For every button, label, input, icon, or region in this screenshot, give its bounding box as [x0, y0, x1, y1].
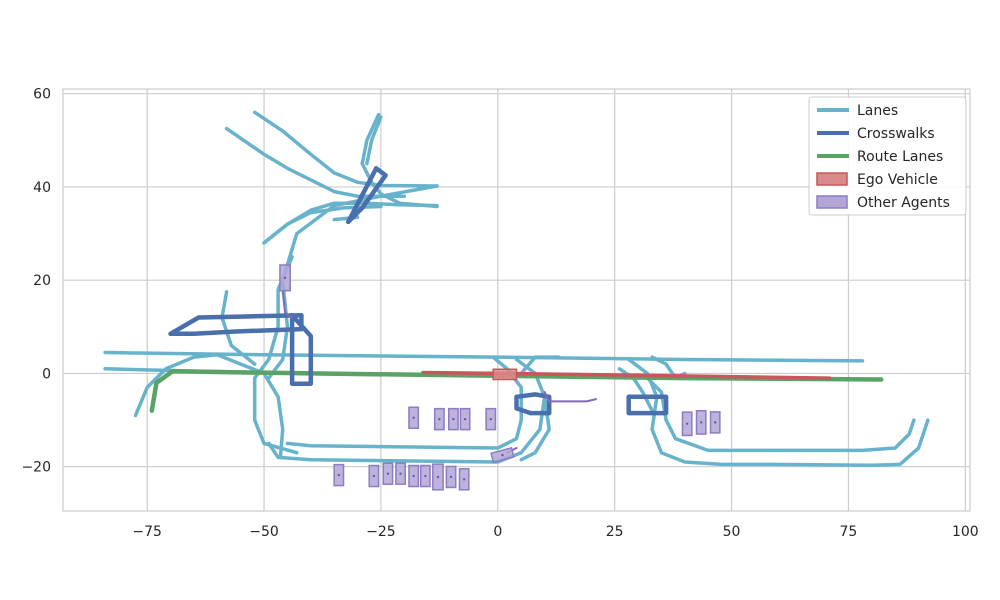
other-agent: [368, 464, 380, 488]
lane-line: [133, 353, 285, 460]
legend-label: Route Lanes: [857, 149, 943, 165]
agent-trajectory: [543, 391, 597, 403]
y-tick-label: 40: [33, 180, 51, 196]
other-agent-heading-dot: [489, 417, 492, 421]
other-agent-heading-dot: [412, 416, 415, 419]
other-agent: [433, 407, 445, 431]
ego-trajectory: [421, 370, 832, 380]
other-agent-heading-dot: [337, 473, 341, 477]
other-agent: [395, 462, 406, 485]
legend-swatch-patch: [816, 195, 848, 209]
x-tick-label: 75: [840, 524, 858, 540]
y-tick-labels: −20 0 20 40 60: [21, 87, 51, 476]
other-agent-heading-dot: [699, 421, 703, 424]
lane-line: [266, 357, 547, 464]
lane-line: [626, 357, 930, 468]
x-tick-label: −75: [132, 524, 162, 540]
other-agent-heading-dot: [462, 478, 466, 481]
other-agent-heading-dot: [399, 472, 402, 475]
legend: Lanes Crosswalks Route Lanes Ego Vehicle Oth…: [808, 96, 967, 216]
y-tick-label: 20: [33, 273, 51, 289]
other-agent-heading-dot: [449, 475, 453, 479]
crosswalk-polygon: [345, 166, 388, 225]
other-agent: [695, 409, 707, 435]
y-tick-label: −20: [21, 460, 51, 476]
route-lane-line: [149, 368, 884, 413]
other-agent: [447, 407, 459, 431]
other-agent-heading-dot: [501, 453, 504, 457]
y-tick-label: 60: [33, 87, 51, 103]
legend-label: Lanes: [857, 103, 898, 119]
other-agent-heading-dot: [412, 474, 415, 478]
lane-line: [252, 255, 299, 455]
crosswalk-polygon: [514, 392, 552, 416]
other-agent-heading-dot: [283, 276, 287, 280]
x-tick-label: −50: [249, 524, 279, 540]
crosswalk-polygon: [626, 394, 669, 416]
legend-label: Other Agents: [857, 195, 950, 211]
other-agent: [709, 411, 721, 434]
x-tick-label: −25: [366, 524, 396, 540]
legend-box: [808, 96, 967, 216]
other-agent-heading-dot: [386, 472, 390, 475]
crosswalks-layer: [168, 166, 669, 416]
other-agent-heading-dot: [452, 417, 455, 421]
legend-label: Ego Vehicle: [857, 172, 938, 188]
other-agent: [432, 463, 444, 491]
other-agent-heading-dot: [424, 474, 427, 478]
lane-line: [519, 355, 561, 376]
x-tick-label: 0: [493, 524, 502, 540]
other-agent: [459, 407, 471, 431]
other-agent: [458, 468, 470, 491]
other-agent-heading-dot: [713, 421, 717, 424]
ego-vehicle-box: [492, 368, 518, 381]
other-agent: [333, 463, 345, 487]
lane-line: [224, 126, 407, 198]
y-tick-label: 0: [42, 366, 51, 382]
other-agent-heading-dot: [372, 474, 376, 478]
other-agent: [419, 464, 431, 488]
other-agents-layer: [279, 264, 721, 491]
x-tick-label: 25: [606, 524, 624, 540]
plot-frame: [62, 88, 971, 512]
x-tick-labels: −75 −50 −25 0 25 50 75 100: [132, 524, 978, 540]
legend-label: Crosswalks: [857, 126, 935, 142]
other-agent: [681, 411, 693, 437]
route-lanes-layer: [149, 368, 884, 413]
lane-line: [645, 376, 916, 453]
crosswalk-polygon: [168, 312, 304, 337]
other-agent: [490, 446, 515, 464]
other-agent-heading-dot: [436, 475, 440, 479]
other-agent: [408, 464, 420, 488]
other-agent-heading-dot: [438, 417, 441, 421]
other-agent: [445, 465, 457, 489]
other-agent-heading-dot: [463, 417, 467, 421]
other-agent: [382, 462, 394, 485]
other-agent: [408, 406, 420, 429]
crosswalk-polygon: [289, 312, 314, 386]
other-agent: [279, 264, 291, 292]
legend-swatch-patch: [816, 172, 848, 186]
ego-layer: [421, 368, 832, 381]
x-tick-label: 100: [952, 524, 979, 540]
x-tick-label: 50: [723, 524, 741, 540]
agent-trajectory: [281, 290, 294, 319]
other-agent: [485, 407, 497, 431]
other-agent-heading-dot: [685, 422, 689, 426]
lane-line: [365, 115, 383, 166]
